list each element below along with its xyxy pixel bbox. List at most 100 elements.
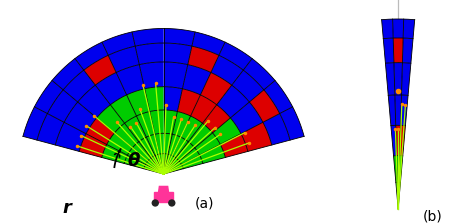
Polygon shape — [191, 95, 217, 123]
Polygon shape — [403, 19, 415, 39]
Polygon shape — [128, 148, 148, 165]
Polygon shape — [388, 95, 396, 126]
Polygon shape — [173, 112, 191, 137]
Polygon shape — [37, 114, 64, 145]
Polygon shape — [219, 42, 252, 70]
Polygon shape — [139, 62, 164, 89]
Polygon shape — [164, 165, 183, 174]
Polygon shape — [398, 182, 401, 209]
Polygon shape — [97, 105, 125, 133]
Polygon shape — [176, 142, 195, 161]
Polygon shape — [385, 63, 395, 95]
Polygon shape — [200, 144, 226, 164]
Polygon shape — [182, 155, 203, 169]
Polygon shape — [101, 144, 128, 164]
Polygon shape — [155, 133, 164, 154]
Polygon shape — [397, 156, 400, 182]
Polygon shape — [159, 186, 168, 192]
Polygon shape — [144, 165, 164, 174]
Polygon shape — [159, 154, 164, 174]
Polygon shape — [168, 134, 181, 155]
Polygon shape — [230, 102, 263, 134]
Polygon shape — [188, 123, 213, 148]
Polygon shape — [84, 55, 116, 85]
Polygon shape — [164, 154, 168, 174]
Polygon shape — [64, 102, 97, 134]
Polygon shape — [182, 65, 211, 95]
Text: θ: θ — [128, 152, 140, 170]
Polygon shape — [125, 116, 146, 142]
Polygon shape — [55, 122, 86, 151]
Polygon shape — [164, 154, 172, 174]
Polygon shape — [195, 133, 220, 155]
Polygon shape — [127, 89, 150, 116]
Circle shape — [152, 200, 158, 206]
Polygon shape — [243, 58, 275, 90]
Circle shape — [169, 200, 175, 206]
Polygon shape — [107, 133, 132, 155]
Polygon shape — [110, 95, 137, 123]
Polygon shape — [396, 182, 398, 209]
Polygon shape — [172, 137, 188, 158]
Polygon shape — [263, 114, 290, 145]
Polygon shape — [280, 107, 304, 140]
Polygon shape — [150, 110, 164, 134]
Polygon shape — [146, 161, 164, 174]
Polygon shape — [232, 70, 264, 102]
Polygon shape — [146, 134, 159, 155]
Polygon shape — [63, 70, 95, 102]
Polygon shape — [181, 116, 202, 142]
Polygon shape — [177, 89, 201, 116]
Polygon shape — [52, 58, 84, 90]
Polygon shape — [249, 90, 280, 122]
Polygon shape — [164, 62, 188, 89]
Polygon shape — [75, 42, 108, 70]
Polygon shape — [114, 123, 139, 148]
Polygon shape — [132, 142, 151, 161]
Polygon shape — [139, 137, 155, 158]
Polygon shape — [201, 72, 232, 105]
Polygon shape — [397, 182, 399, 209]
Polygon shape — [220, 134, 248, 157]
Polygon shape — [217, 85, 249, 118]
Polygon shape — [400, 125, 405, 156]
Polygon shape — [401, 63, 411, 95]
Polygon shape — [383, 38, 394, 63]
Polygon shape — [86, 118, 114, 144]
Polygon shape — [47, 90, 78, 122]
Polygon shape — [164, 155, 176, 174]
Polygon shape — [148, 158, 164, 174]
Polygon shape — [393, 156, 397, 182]
Text: r: r — [62, 199, 71, 217]
Polygon shape — [116, 65, 145, 95]
Polygon shape — [396, 125, 401, 156]
Polygon shape — [164, 110, 177, 134]
Polygon shape — [213, 118, 241, 144]
Polygon shape — [124, 155, 146, 169]
Polygon shape — [392, 19, 404, 38]
Polygon shape — [211, 55, 243, 85]
Polygon shape — [137, 112, 155, 137]
Polygon shape — [179, 148, 200, 165]
Polygon shape — [393, 38, 403, 63]
Polygon shape — [402, 38, 413, 63]
Polygon shape — [164, 43, 192, 65]
Polygon shape — [192, 32, 225, 55]
Polygon shape — [202, 105, 230, 133]
Polygon shape — [95, 72, 127, 105]
Polygon shape — [135, 43, 164, 65]
Polygon shape — [154, 192, 173, 202]
Polygon shape — [151, 155, 164, 174]
Polygon shape — [35, 80, 63, 114]
Text: (b): (b) — [422, 209, 442, 223]
Polygon shape — [155, 154, 164, 174]
Polygon shape — [108, 46, 139, 72]
Polygon shape — [241, 122, 272, 151]
Polygon shape — [164, 161, 182, 174]
Polygon shape — [188, 46, 219, 72]
Polygon shape — [394, 63, 402, 95]
Polygon shape — [395, 95, 401, 125]
Polygon shape — [78, 85, 110, 118]
Polygon shape — [164, 28, 195, 46]
Text: (a): (a) — [195, 196, 215, 210]
